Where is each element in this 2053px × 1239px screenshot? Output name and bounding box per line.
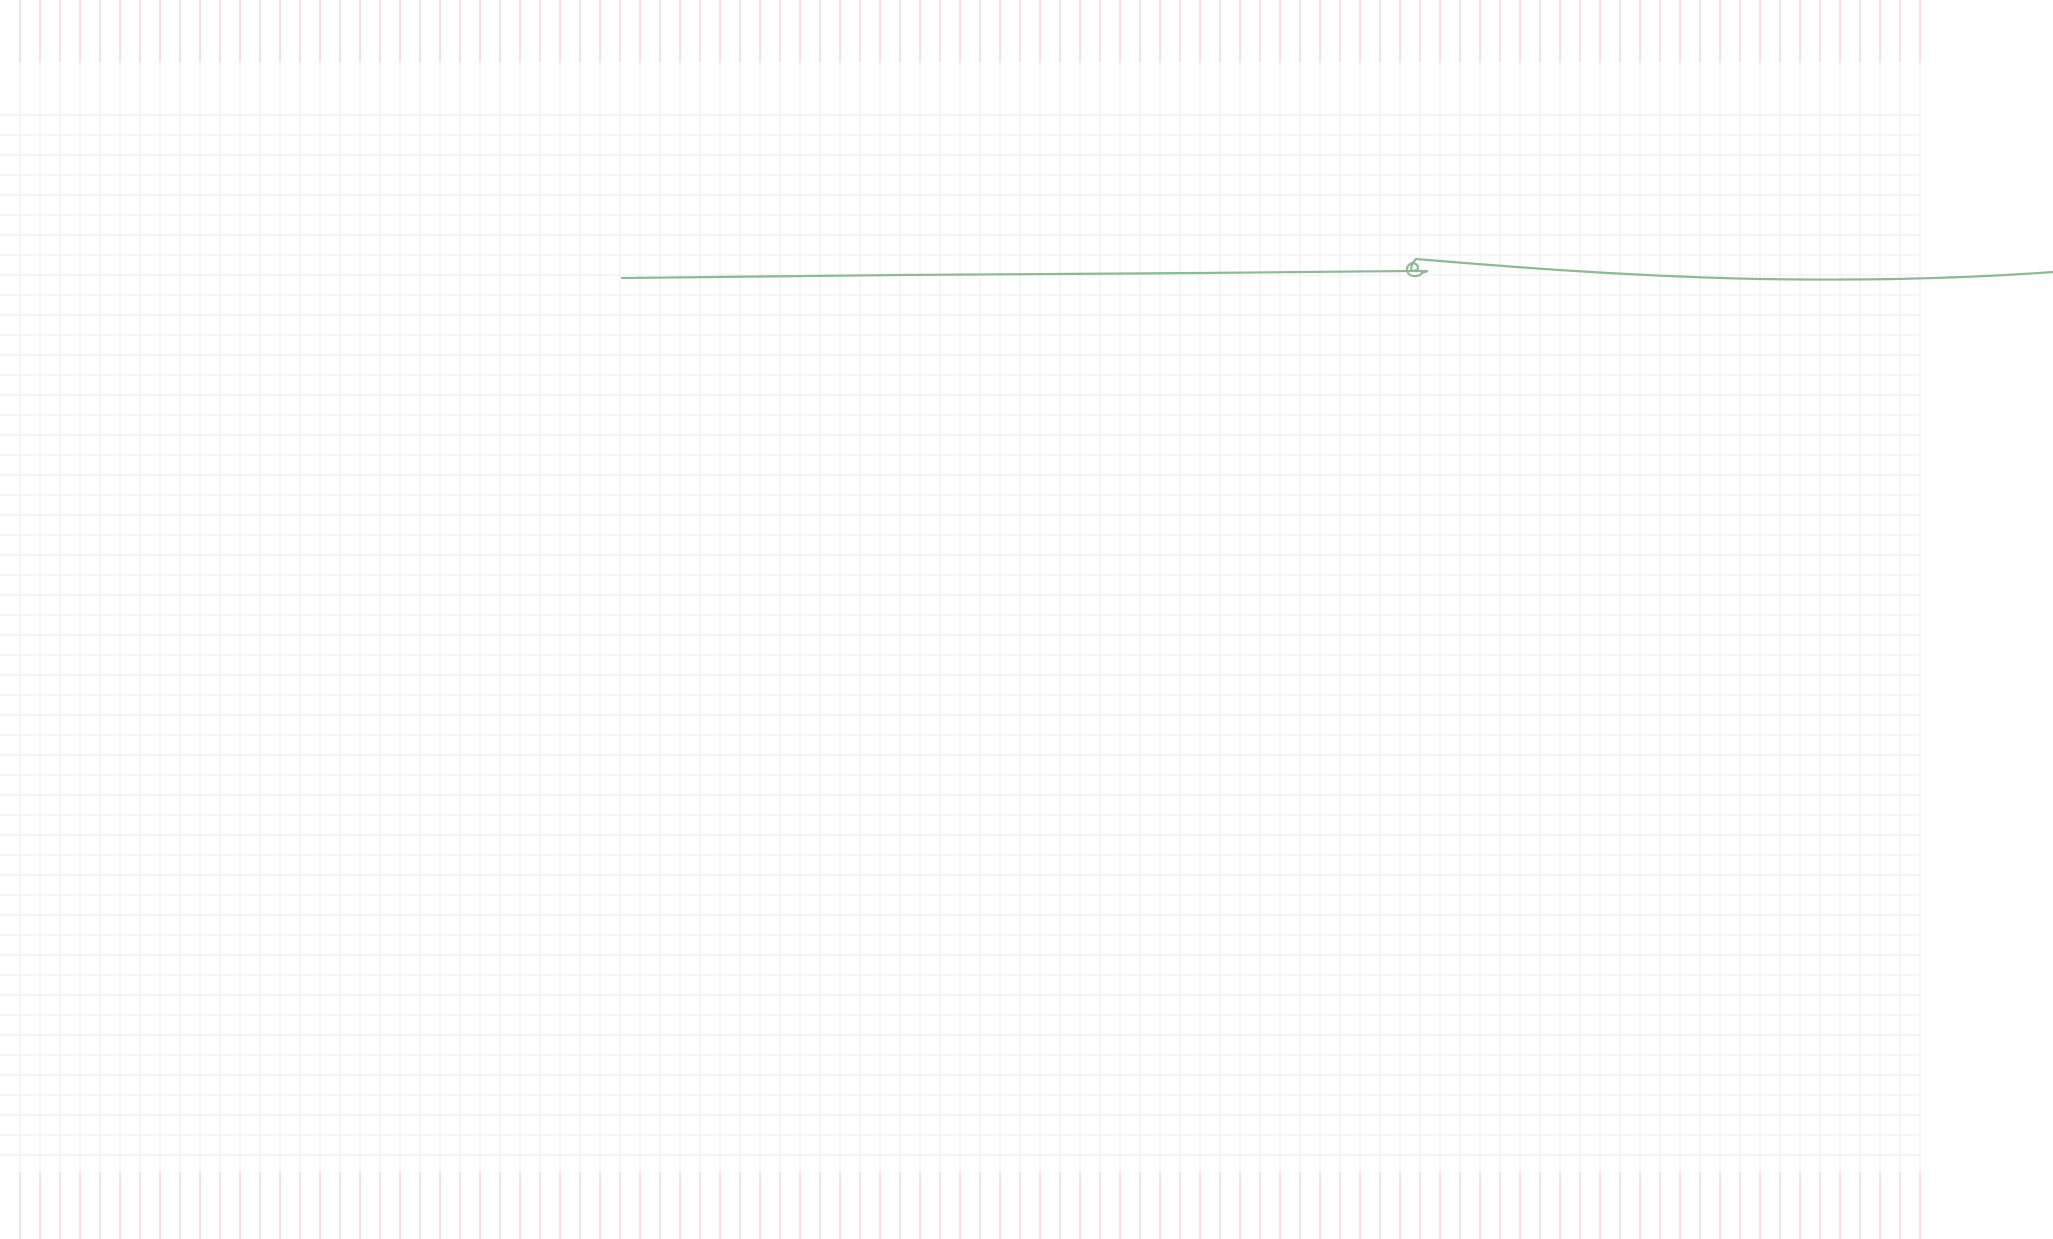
grid-lines	[0, 0, 1921, 1239]
edge-ticks	[19, 0, 1921, 1239]
